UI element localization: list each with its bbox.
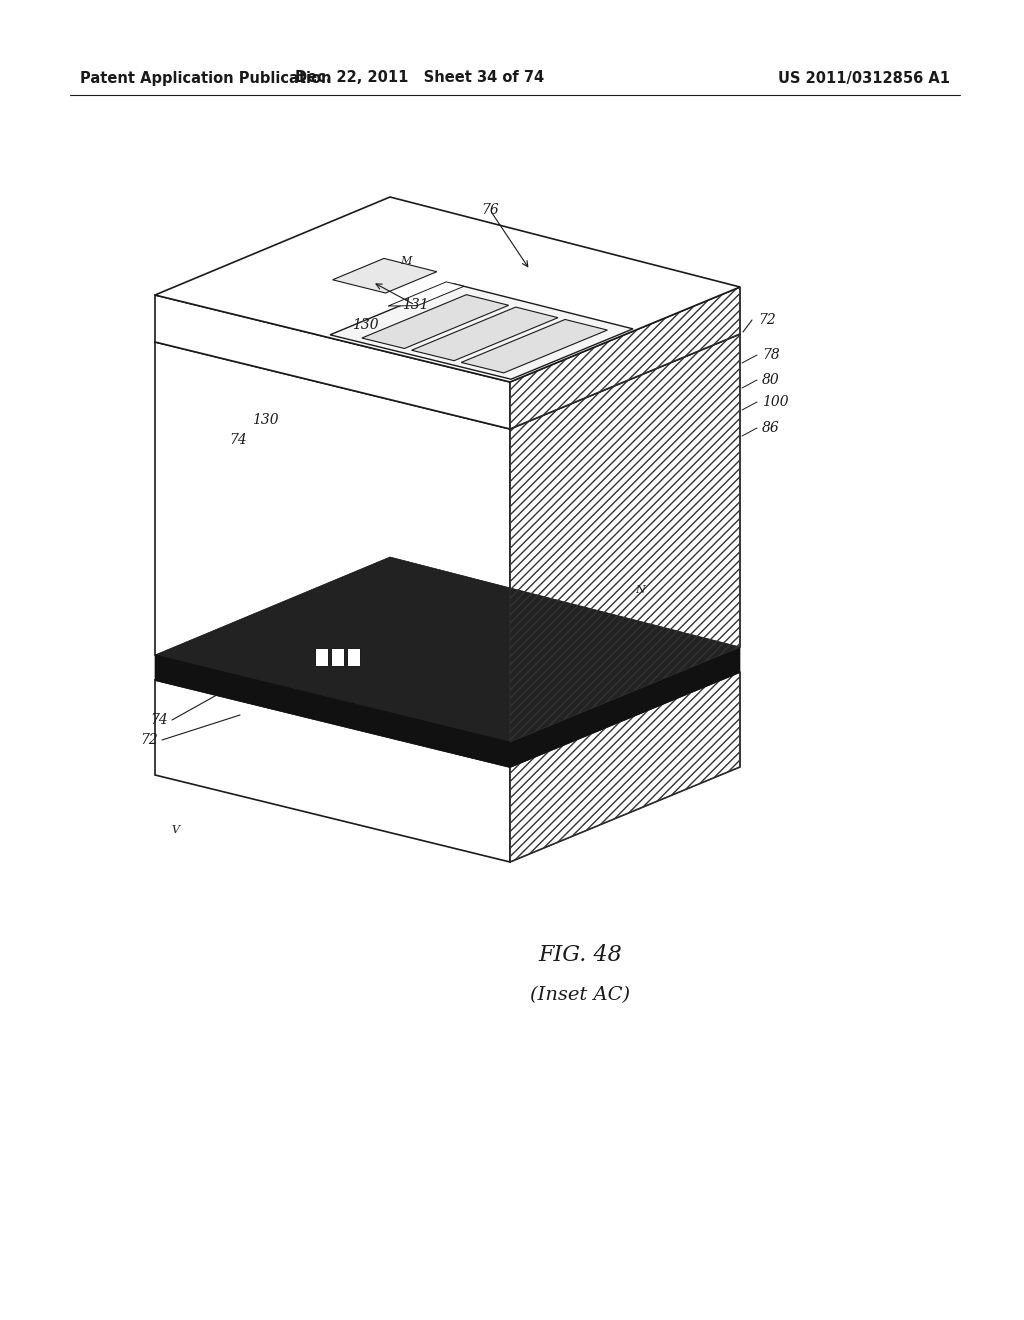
Text: N: N — [635, 585, 645, 595]
Polygon shape — [510, 334, 740, 742]
Polygon shape — [388, 282, 464, 306]
Text: 130: 130 — [351, 318, 378, 333]
Text: Dec. 22, 2011   Sheet 34 of 74: Dec. 22, 2011 Sheet 34 of 74 — [296, 70, 545, 86]
Text: 72: 72 — [758, 313, 776, 327]
Polygon shape — [347, 648, 360, 667]
Polygon shape — [333, 259, 437, 293]
Text: 72: 72 — [140, 733, 158, 747]
Polygon shape — [155, 655, 510, 767]
Text: 131: 131 — [401, 298, 428, 312]
Polygon shape — [461, 319, 607, 372]
Polygon shape — [412, 308, 558, 360]
Polygon shape — [331, 648, 344, 667]
Text: 78: 78 — [762, 348, 779, 362]
Text: 100: 100 — [762, 395, 788, 409]
Text: 74: 74 — [151, 713, 168, 727]
Text: V: V — [171, 825, 179, 836]
Polygon shape — [155, 197, 740, 381]
Polygon shape — [510, 672, 740, 862]
Text: Patent Application Publication: Patent Application Publication — [80, 70, 332, 86]
Text: FIG. 48: FIG. 48 — [539, 944, 622, 966]
Text: M: M — [400, 256, 412, 265]
Polygon shape — [155, 582, 740, 767]
Text: 76: 76 — [481, 203, 499, 216]
Text: (Inset AC): (Inset AC) — [530, 986, 630, 1005]
Text: 130: 130 — [252, 413, 279, 426]
Polygon shape — [155, 294, 510, 429]
Text: 86: 86 — [762, 421, 779, 436]
Polygon shape — [510, 647, 740, 767]
Text: US 2011/0312856 A1: US 2011/0312856 A1 — [778, 70, 950, 86]
Polygon shape — [361, 294, 509, 348]
Polygon shape — [330, 284, 633, 379]
Polygon shape — [155, 342, 510, 742]
Polygon shape — [155, 680, 510, 862]
Polygon shape — [315, 648, 328, 667]
Polygon shape — [155, 557, 740, 742]
Text: 74: 74 — [229, 433, 247, 447]
Text: 80: 80 — [762, 374, 779, 387]
Polygon shape — [510, 286, 740, 429]
